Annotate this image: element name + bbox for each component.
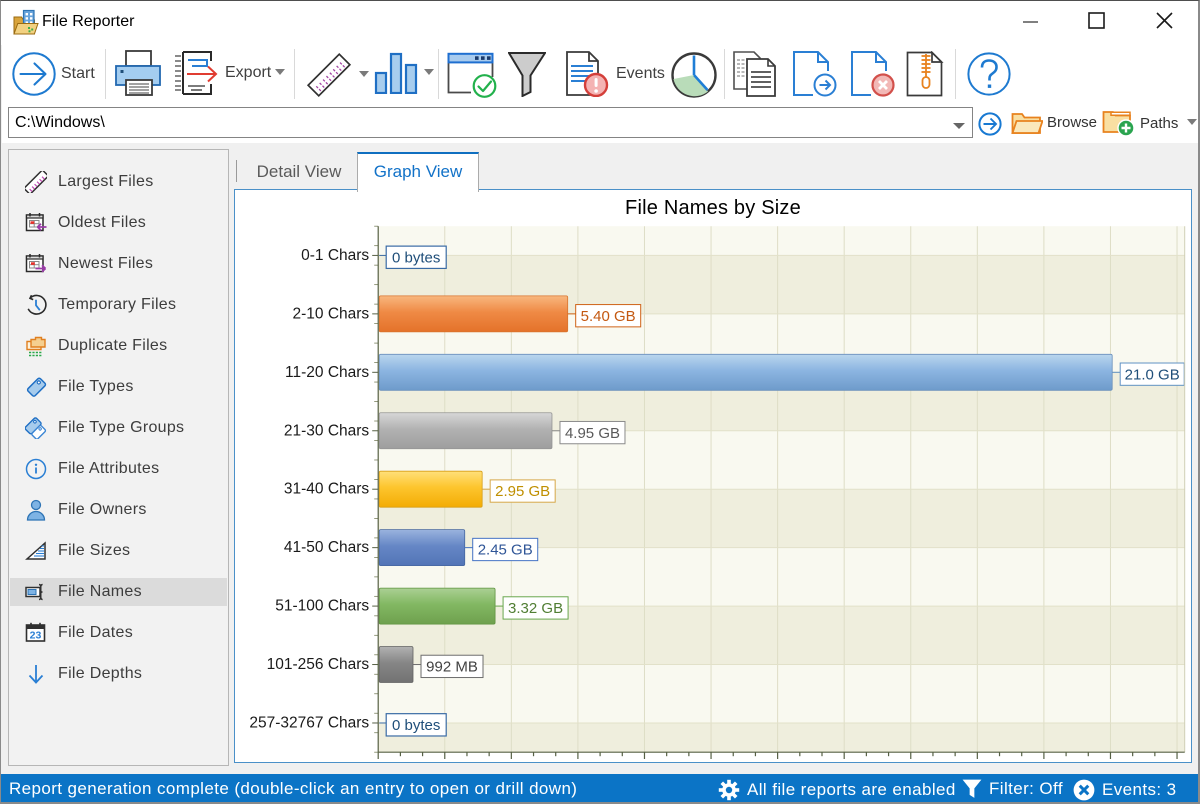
svg-text:51-100 Chars: 51-100 Chars (275, 598, 369, 615)
svg-text:21-30 Chars: 21-30 Chars (284, 422, 370, 439)
svg-text:2.45 GB: 2.45 GB (478, 542, 533, 559)
svg-text:3.32 GB: 3.32 GB (508, 600, 563, 617)
svg-text:0 bytes: 0 bytes (392, 249, 440, 266)
svg-text:0-1 Chars: 0-1 Chars (301, 247, 369, 264)
svg-text:0 bytes: 0 bytes (392, 717, 440, 734)
svg-text:23: 23 (30, 629, 42, 641)
svg-text:257-32767 Chars: 257-32767 Chars (249, 714, 369, 731)
svg-text:4.95 GB: 4.95 GB (565, 425, 620, 442)
svg-text:31-40 Chars: 31-40 Chars (284, 481, 370, 498)
svg-text:11-20 Chars: 11-20 Chars (285, 364, 369, 381)
svg-text:21.0 GB: 21.0 GB (1125, 366, 1180, 383)
svg-text:101-256 Chars: 101-256 Chars (267, 656, 370, 673)
svg-text:2.95 GB: 2.95 GB (495, 483, 550, 500)
svg-text:41-50 Chars: 41-50 Chars (284, 539, 370, 556)
svg-text:2-10 Chars: 2-10 Chars (293, 305, 370, 322)
svg-text:5.40 GB: 5.40 GB (581, 308, 636, 325)
svg-text:992 MB: 992 MB (426, 659, 478, 676)
